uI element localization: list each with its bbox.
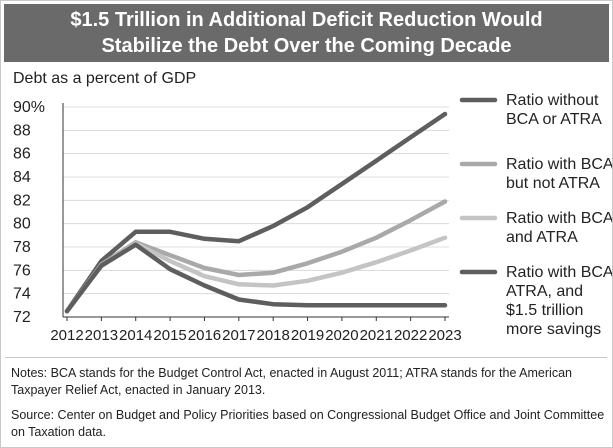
x-tick-label: 2019 bbox=[291, 327, 324, 344]
legend: Ratio without BCA or ATRA Ratio with BCA bu… bbox=[459, 92, 612, 338]
x-tick-label: 2015 bbox=[153, 327, 186, 344]
y-tick-label: 74 bbox=[13, 286, 31, 303]
divider bbox=[5, 357, 607, 358]
x-tick-label: 2012 bbox=[50, 327, 83, 344]
x-tick-label: 2020 bbox=[325, 327, 358, 344]
line-chart: Debt as a percent of GDP 72 74 76 78 80 82 84 8… bbox=[13, 70, 612, 344]
source-text: Source: Center on Budget and Policy Prio… bbox=[11, 408, 605, 439]
y-tick-label: 72 bbox=[13, 309, 31, 326]
legend-label-4: ATRA, and bbox=[506, 283, 583, 300]
legend-label-3: and ATRA bbox=[506, 229, 578, 246]
y-tick-label: 82 bbox=[13, 192, 31, 209]
series-line-4 bbox=[64, 242, 448, 314]
chart-title: $1.5 Trillion in Additional Deficit Redu… bbox=[4, 4, 609, 62]
y-tick-label: 78 bbox=[13, 239, 31, 256]
x-tick-label: 2023 bbox=[428, 327, 461, 344]
chart-title-line-2: Stabilize the Debt Over the Coming Decad… bbox=[101, 35, 512, 57]
legend-label-4: $1.5 trillion bbox=[506, 302, 583, 319]
gridlines bbox=[63, 106, 449, 295]
y-tick-label: 80 bbox=[13, 216, 31, 233]
y-tick-label: 88 bbox=[13, 122, 31, 139]
series-line-1 bbox=[64, 111, 448, 314]
series-lines bbox=[64, 111, 448, 314]
x-tick-label: 2022 bbox=[394, 327, 427, 344]
legend-label-1: BCA or ATRA bbox=[506, 111, 602, 128]
legend-label-2: Ratio with BCA bbox=[506, 156, 612, 173]
legend-label-1: Ratio without bbox=[506, 92, 599, 109]
x-tick-label: 2013 bbox=[85, 327, 118, 344]
legend-label-2: but not ATRA bbox=[506, 175, 600, 192]
x-tick-label: 2014 bbox=[119, 327, 152, 344]
legend-label-3: Ratio with BCA bbox=[506, 210, 612, 227]
chart-title-line-1: $1.5 Trillion in Additional Deficit Redu… bbox=[70, 9, 543, 31]
y-axis-title: Debt as a percent of GDP bbox=[13, 70, 196, 87]
legend-label-4: more savings bbox=[506, 321, 601, 338]
y-tick-label: 76 bbox=[13, 262, 31, 279]
x-tick-labels: 2012 2013 2014 2015 2016 2017 2018 2019 2020 2021… bbox=[50, 327, 461, 344]
x-tick-label: 2016 bbox=[188, 327, 221, 344]
y-tick-labels: 72 74 76 78 80 82 84 86 88 90% bbox=[13, 99, 45, 326]
y-tick-label: 86 bbox=[13, 146, 31, 163]
x-tick-label: 2017 bbox=[222, 327, 255, 344]
y-tick-label: 84 bbox=[13, 169, 31, 186]
axes bbox=[62, 103, 449, 321]
legend-label-4: Ratio with BCA, bbox=[506, 264, 612, 281]
notes-text: Notes: BCA stands for the Budget Control… bbox=[11, 366, 572, 397]
x-tick-label: 2021 bbox=[360, 327, 393, 344]
x-tick-label: 2018 bbox=[256, 327, 289, 344]
y-tick-label: 90% bbox=[13, 99, 45, 116]
